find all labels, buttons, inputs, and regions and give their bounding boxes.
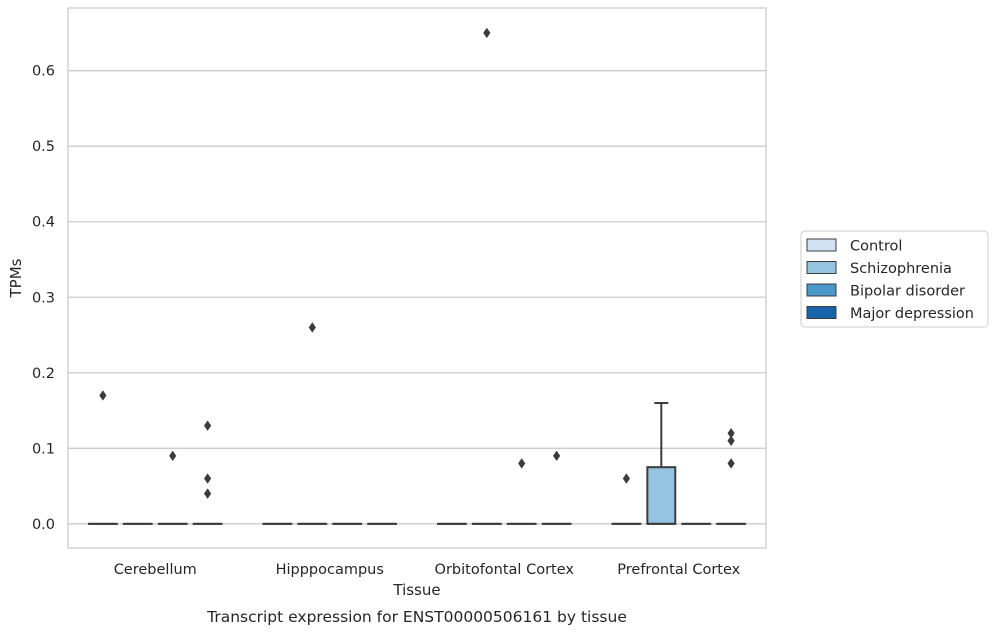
legend: Control Schizophrenia Bipolar disorder Majo… [800,230,989,328]
x-tick-label: Cerebellum [114,562,197,578]
y-tick-label: 0.2 [32,366,55,382]
outlier-point [727,435,735,446]
x-axis-ticks: Cerebellum Hipppocampus Orbitofontal Corte… [114,562,741,578]
y-tick-label: 0.4 [32,215,55,231]
y-tick-label: 0.5 [32,139,55,155]
x-axis-label: Tissue [392,581,440,599]
x-tick-label: Orbitofontal Cortex [435,562,575,578]
outlier-point [483,27,491,39]
y-tick-label: 0.0 [32,517,55,533]
y-tick-label: 0.3 [32,290,55,306]
plot-data [87,27,747,525]
outlier-point [727,428,735,439]
outlier-point [99,390,107,401]
outlier-point [169,450,177,462]
legend-label: Bipolar disorder [850,284,965,300]
x-tick-label: Hipppocampus [276,562,384,578]
plot-area-frame [67,7,767,549]
outlier-point [622,473,630,484]
legend-label: Schizophrenia [850,261,952,277]
x-tick-label: Prefrontal Cortex [617,562,740,578]
y-axis-ticks: 0.0 0.1 0.2 0.3 0.4 0.5 0.6 [32,64,55,533]
outlier-point [518,458,526,469]
outlier-point [204,420,212,431]
legend-swatch [806,306,837,319]
legend-swatch [806,283,837,297]
legend-swatch [806,261,837,274]
outlier-point [727,458,735,469]
legend-frame [800,230,989,328]
outlier-point [308,322,316,333]
outlier-point [204,488,212,499]
legend-label: Control [850,239,902,255]
legend-swatch [806,238,837,252]
legend-label: Major depression [850,306,974,322]
y-axis-label: TPMs [7,258,25,298]
y-tick-label: 0.1 [32,441,55,457]
box [646,466,677,525]
y-tick-label: 0.6 [32,64,55,80]
chart-caption: Transcript expression for ENST0000050616… [206,608,627,626]
outlier-point [553,450,561,462]
outlier-point [204,473,212,484]
